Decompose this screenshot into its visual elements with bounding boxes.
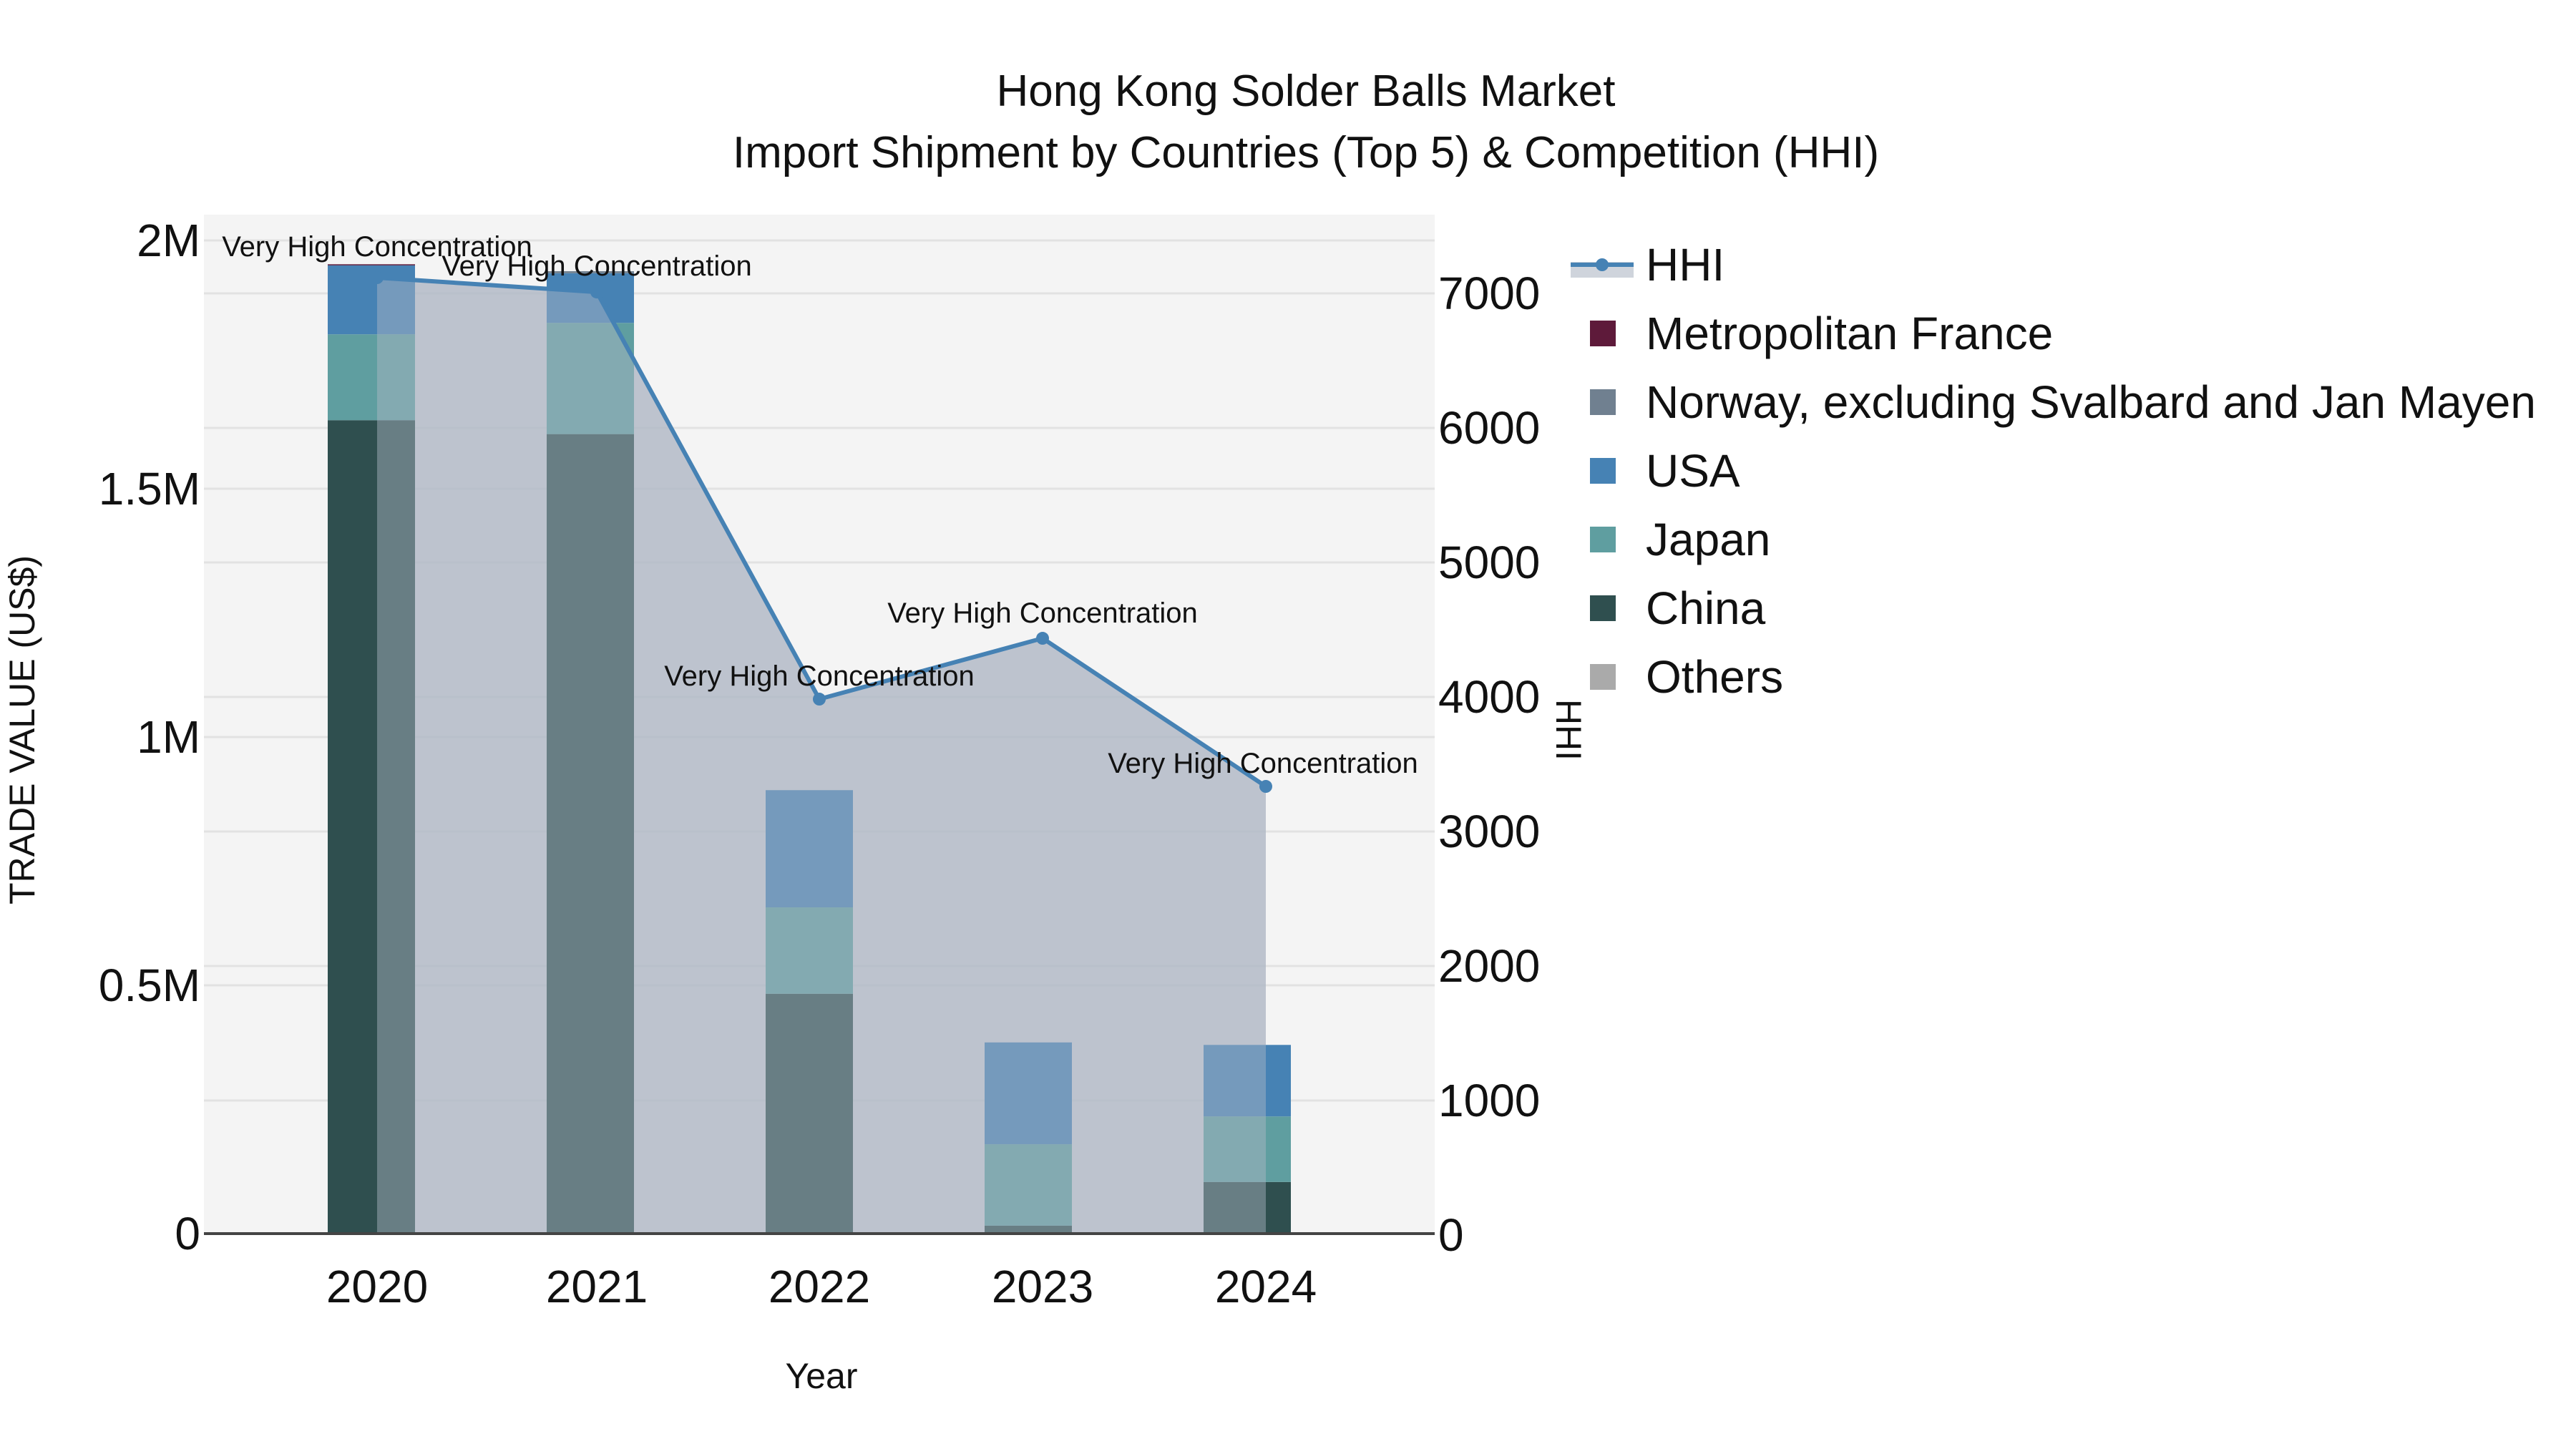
y2-tick-label: 1000: [1438, 1075, 1540, 1126]
y-tick-label: 0.5M: [99, 960, 200, 1011]
x-tick-label: 2022: [769, 1261, 870, 1312]
hhi-area-overlay: [377, 278, 1266, 1234]
legend-item-china[interactable]: China: [1590, 582, 1766, 634]
legend-swatch-icon: [1590, 389, 1616, 415]
legend-item-metropolitan-france[interactable]: Metropolitan France: [1590, 308, 2053, 359]
legend-label: Others: [1646, 651, 1783, 703]
hhi-annotation-2021: Very High Concentration: [441, 250, 752, 282]
hhi-line[interactable]: [371, 271, 1272, 794]
y2-tick-label: 6000: [1438, 402, 1540, 454]
x-tick-label: 2024: [1215, 1261, 1317, 1312]
legend-label: Metropolitan France: [1646, 308, 2053, 359]
x-tick-label: 2020: [326, 1261, 428, 1312]
y2-tick-label: 4000: [1438, 671, 1540, 723]
hhi-annotation-2020: Very High Concentration: [222, 231, 532, 263]
hhi-marker-2023[interactable]: [1036, 632, 1049, 645]
bar-segment-china-2022[interactable]: [766, 993, 853, 1234]
x-tick-label: 2021: [546, 1261, 648, 1312]
bar-segment-china-2024[interactable]: [1204, 1181, 1291, 1234]
legend-item-usa[interactable]: USA: [1590, 445, 1740, 497]
legend-item-norway-excluding-svalbard-and-jan-mayen[interactable]: Norway, excluding Svalbard and Jan Mayen: [1590, 376, 2536, 428]
x-axis-ticks: 2020 2021 2022 2023 2024: [326, 1261, 1317, 1312]
hhi-annotation-2023: Very High Concentration: [887, 597, 1198, 629]
y2-tick-label: 5000: [1438, 537, 1540, 588]
legend-label: Japan: [1646, 514, 1770, 565]
bar-segment-usa-2023[interactable]: [985, 1042, 1072, 1145]
legend-item-japan[interactable]: Japan: [1590, 514, 1770, 565]
hhi-annotation-2022: Very High Concentration: [664, 660, 975, 692]
bar-segment-china-2020[interactable]: [328, 420, 415, 1234]
y-tick-label: 1M: [137, 711, 200, 763]
chart-subtitle: Import Shipment by Countries (Top 5) & C…: [733, 128, 1879, 177]
legend-label: USA: [1646, 445, 1740, 497]
bar-segment-china-2021[interactable]: [547, 434, 634, 1234]
legend-item-hhi[interactable]: HHI: [1571, 239, 1724, 291]
y-tick-label: 1.5M: [99, 463, 200, 514]
y2-tick-label: 0: [1438, 1209, 1464, 1261]
y2-tick-label: 7000: [1438, 268, 1540, 319]
bar-segment-japan-2023[interactable]: [985, 1144, 1072, 1226]
bar-segment-usa-2024[interactable]: [1204, 1045, 1291, 1117]
hhi-marker-2024[interactable]: [1259, 780, 1272, 794]
bar-segment-japan-2022[interactable]: [766, 907, 853, 994]
y2-axis-ticks: 0 1000 2000 3000 4000 5000 6000 7000: [1438, 268, 1540, 1261]
legend-swatch-icon: [1590, 321, 1616, 346]
legend-label: HHI: [1646, 239, 1724, 291]
legend-label: China: [1646, 582, 1766, 634]
x-axis-title: Year: [785, 1356, 857, 1396]
bar-segment-japan-2020[interactable]: [328, 334, 415, 421]
x-tick-label: 2023: [992, 1261, 1093, 1312]
y-tick-label: 0: [175, 1208, 200, 1259]
bar-segment-norway-excluding-svalbard-and-jan-mayen-2021[interactable]: [547, 271, 634, 273]
legend-swatch-icon: [1590, 458, 1616, 484]
y-axis-title: TRADE VALUE (US$): [2, 555, 42, 904]
y2-tick-label: 2000: [1438, 940, 1540, 992]
y-tick-label: 2M: [137, 215, 200, 266]
y2-axis-title: HHI: [1548, 699, 1589, 761]
bar-segment-china-2023[interactable]: [985, 1225, 1072, 1234]
legend: HHI Metropolitan France Norway, excluding …: [1571, 239, 2536, 703]
legend-swatch-icon: [1590, 527, 1616, 552]
hhi-marker-2021[interactable]: [590, 286, 603, 299]
y2-tick-label: 3000: [1438, 806, 1540, 857]
bar-segment-usa-2021[interactable]: [547, 273, 634, 323]
bar-segment-japan-2024[interactable]: [1204, 1116, 1291, 1182]
hhi-annotation-2024: Very High Concentration: [1108, 748, 1418, 779]
legend-swatch-icon: [1590, 664, 1616, 690]
stacked-bars: [328, 264, 1291, 1234]
hhi-marker-2022[interactable]: [813, 693, 826, 706]
chart-title: Hong Kong Solder Balls Market: [996, 67, 1615, 116]
legend-swatch-icon: [1590, 595, 1616, 621]
hhi-marker-2020[interactable]: [371, 271, 384, 285]
legend-marker-icon: [1596, 258, 1609, 271]
y-axis-ticks: 0 0.5M 1M 1.5M 2M: [99, 215, 200, 1259]
bar-segment-japan-2021[interactable]: [547, 323, 634, 434]
legend-item-others[interactable]: Others: [1590, 651, 1783, 703]
bar-segment-metropolitan-france-2020[interactable]: [328, 264, 415, 265]
legend-label: Norway, excluding Svalbard and Jan Mayen: [1646, 376, 2536, 428]
bar-segment-usa-2022[interactable]: [766, 790, 853, 908]
